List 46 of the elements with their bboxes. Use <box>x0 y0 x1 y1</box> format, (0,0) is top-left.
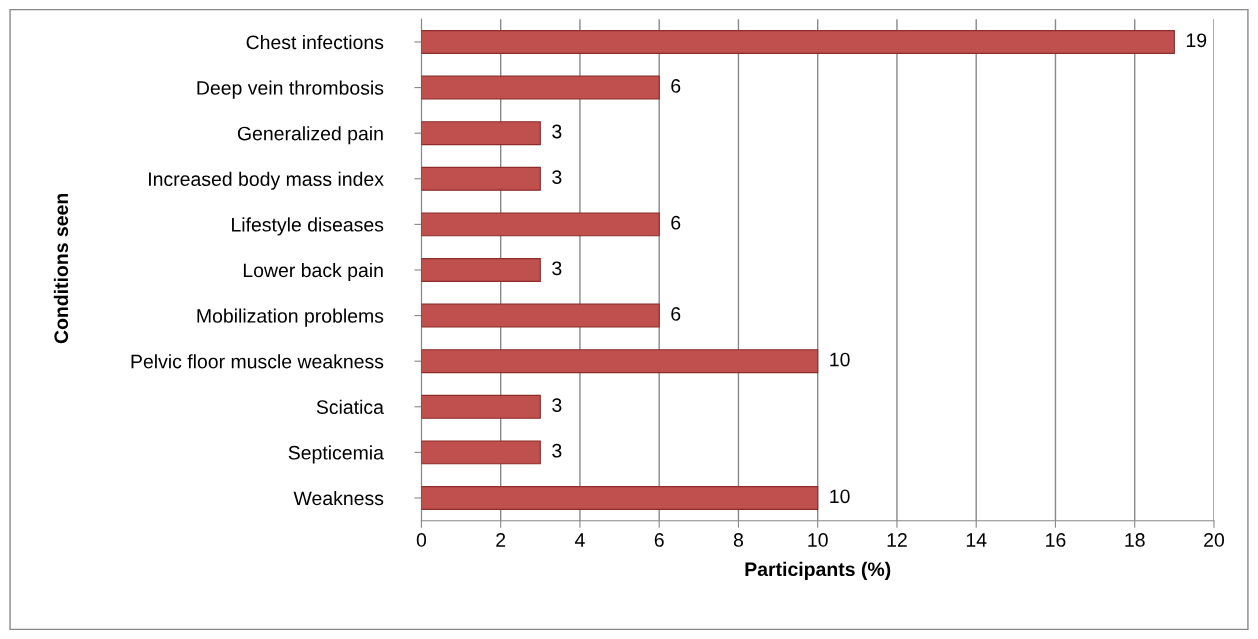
bar <box>421 486 819 510</box>
data-label: 6 <box>671 307 681 321</box>
data-label: 3 <box>552 261 562 276</box>
x-tick-label: 16 <box>1046 533 1066 547</box>
y-tick-label: Lower back pain <box>243 262 383 282</box>
bar <box>421 394 541 419</box>
y-tick-label: Pelvic floor muscle weakness <box>131 354 384 369</box>
y-tick-label: Septicemia <box>288 445 384 464</box>
data-label: 10 <box>830 352 850 367</box>
bar <box>421 303 660 328</box>
y-tick-label: Sciatica <box>316 399 384 415</box>
data-label: 6 <box>671 215 681 230</box>
x-tick-label: 18 <box>1125 533 1145 547</box>
data-label: 3 <box>552 170 562 184</box>
x-tick-label: 4 <box>574 533 585 547</box>
x-tick-label: 8 <box>733 533 744 547</box>
x-axis-title: Participants (%) <box>745 561 891 580</box>
x-tick-label: 12 <box>887 533 907 547</box>
x-tick-label: 14 <box>966 533 987 547</box>
bar <box>421 75 660 100</box>
bar <box>421 166 541 191</box>
y-tick-label: Mobilization problems <box>197 308 384 327</box>
y-tick-label: Deep vein thrombosis <box>197 80 384 99</box>
bar <box>421 30 1175 54</box>
data-label: 10 <box>830 489 850 504</box>
y-tick-label: Generalized pain <box>237 126 383 145</box>
bar <box>421 258 541 282</box>
y-tick-label: Chest infections <box>246 34 384 50</box>
bar <box>421 440 541 465</box>
data-label: 6 <box>671 79 681 93</box>
y-tick-label: Weakness <box>293 490 384 506</box>
x-tick-label: 6 <box>654 533 664 547</box>
x-tick-label: 0 <box>416 533 427 547</box>
bar <box>421 121 541 146</box>
y-tick-label: Increased body mass index <box>149 171 384 190</box>
data-label: 3 <box>552 124 562 139</box>
x-tick-label: 20 <box>1204 533 1225 547</box>
bar <box>421 212 660 237</box>
y-axis-title: Conditions seen <box>53 193 69 344</box>
y-tick-label: Lifestyle diseases <box>232 217 384 236</box>
data-label: 3 <box>552 443 562 458</box>
x-tick-label: 2 <box>496 533 506 547</box>
bar <box>421 349 819 374</box>
data-label: 19 <box>1186 33 1207 48</box>
x-tick-label: 10 <box>808 533 828 547</box>
data-label: 3 <box>552 398 562 412</box>
